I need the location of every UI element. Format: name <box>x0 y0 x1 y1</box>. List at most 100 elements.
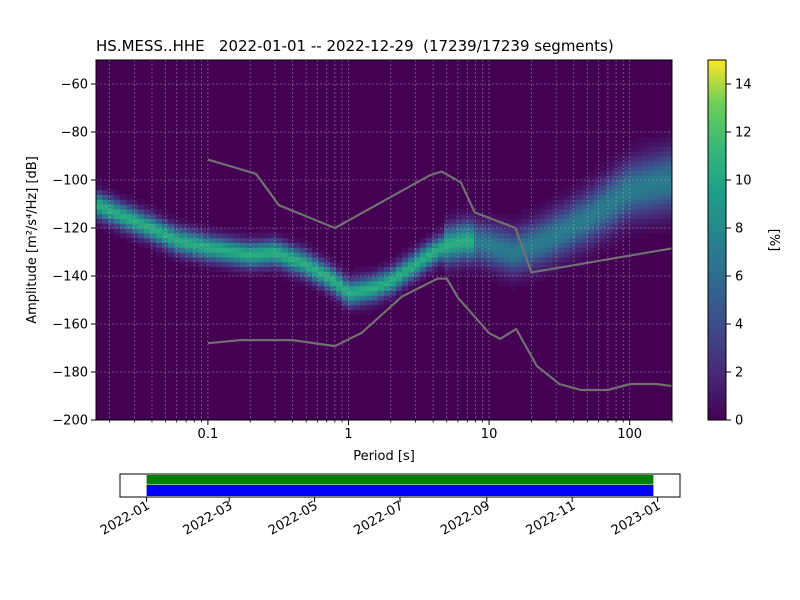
heatmap-cell <box>216 228 223 234</box>
heatmap-cell <box>480 266 487 272</box>
heatmap-cell <box>150 208 157 215</box>
heatmap-cell <box>552 242 559 248</box>
heatmap-cell <box>186 261 193 267</box>
heatmap-cell <box>138 237 145 243</box>
heatmap-cell <box>480 271 487 277</box>
heatmap-cell <box>336 290 343 296</box>
heatmap-cell <box>534 237 541 243</box>
heatmap-cell <box>282 271 289 277</box>
heatmap-cell <box>552 204 559 210</box>
heatmap-cell <box>126 208 133 215</box>
heatmap-cell <box>348 309 355 315</box>
heatmap-cell <box>492 242 499 248</box>
heatmap-cell <box>450 218 457 224</box>
heatmap-cell <box>210 232 217 239</box>
timeline-tick-label: 2022-09 <box>438 498 493 538</box>
heatmap-cell <box>606 242 613 248</box>
heatmap-cell <box>126 213 133 219</box>
heatmap-cell <box>378 290 385 296</box>
heatmap-cell <box>156 247 163 253</box>
heatmap-cell <box>492 261 499 267</box>
heatmap-cell <box>96 194 103 200</box>
heatmap-cell <box>390 276 397 282</box>
heatmap-cell <box>210 256 217 263</box>
heatmap-cell <box>606 232 613 239</box>
heatmap-cell <box>132 223 139 229</box>
heatmap-cell <box>96 189 103 195</box>
heatmap-cell <box>630 184 637 191</box>
heatmap-cell <box>306 285 313 291</box>
heatmap-cell <box>468 242 475 248</box>
heatmap-cell <box>354 309 361 315</box>
heatmap-cell <box>300 237 307 243</box>
heatmap-cell <box>474 228 481 234</box>
heatmap-cell <box>372 300 379 306</box>
heatmap-cell <box>102 204 109 210</box>
heatmap-cell <box>168 218 175 224</box>
heatmap-cell <box>138 204 145 210</box>
heatmap-cell <box>174 256 181 263</box>
heatmap-cell <box>552 232 559 239</box>
heatmap-cell <box>564 256 571 263</box>
heatmap-cell <box>204 256 211 263</box>
heatmap-cell <box>318 266 325 272</box>
heatmap-cell <box>96 223 103 229</box>
heatmap-cell <box>300 242 307 248</box>
heatmap-cell <box>588 175 595 181</box>
heatmap-cell <box>102 199 109 205</box>
heatmap-cell <box>618 189 625 195</box>
heatmap-cell <box>426 256 433 263</box>
heatmap-cell <box>336 295 343 301</box>
heatmap-cell <box>582 247 589 253</box>
heatmap-cell <box>492 232 499 239</box>
heatmap-cell <box>366 280 373 287</box>
heatmap-cell <box>282 256 289 263</box>
heatmap-cell <box>378 285 385 291</box>
heatmap-cell <box>222 261 229 267</box>
heatmap-cell <box>546 242 553 248</box>
heatmap-cell <box>648 208 655 215</box>
heatmap-cell <box>642 213 649 219</box>
heatmap-cell <box>462 247 469 253</box>
heatmap-cell <box>270 252 277 258</box>
heatmap-cell <box>546 256 553 263</box>
heatmap-cell <box>468 266 475 272</box>
heatmap-cell <box>522 223 529 229</box>
heatmap-cell <box>504 271 511 277</box>
heatmap-cell <box>588 252 595 258</box>
heatmap-cell <box>444 261 451 267</box>
heatmap-cell <box>504 237 511 243</box>
y-tick-label: −100 <box>52 174 88 189</box>
heatmap-cell <box>456 223 463 229</box>
heatmap-cell <box>222 247 229 253</box>
heatmap-cell <box>438 232 445 239</box>
heatmap-cell <box>114 218 121 224</box>
heatmap-cell <box>618 156 625 162</box>
heatmap-cell <box>636 160 643 167</box>
heatmap-cell <box>300 280 307 287</box>
heatmap-cell <box>252 247 259 253</box>
heatmap-cell <box>240 266 247 272</box>
heatmap-cell <box>402 252 409 258</box>
heatmap-cell <box>348 280 355 287</box>
heatmap-cell <box>456 228 463 234</box>
heatmap-cell <box>210 266 217 272</box>
heatmap-cell <box>366 290 373 296</box>
heatmap-cell <box>594 218 601 224</box>
heatmap-cell <box>474 261 481 267</box>
heatmap-cell <box>648 151 655 157</box>
heatmap-cell <box>336 300 343 306</box>
heatmap-cell <box>606 223 613 229</box>
heatmap-cell <box>372 285 379 291</box>
heatmap-cell <box>288 266 295 272</box>
heatmap-cell <box>516 232 523 239</box>
heatmap-cell <box>294 242 301 248</box>
heatmap-cell <box>252 232 259 239</box>
heatmap-cell <box>210 252 217 258</box>
heatmap-cell <box>360 266 367 272</box>
heatmap-cell <box>270 256 277 263</box>
heatmap-cell <box>174 237 181 243</box>
heatmap-cell <box>438 242 445 248</box>
heatmap-cell <box>510 247 517 253</box>
heatmap-cell <box>276 266 283 272</box>
